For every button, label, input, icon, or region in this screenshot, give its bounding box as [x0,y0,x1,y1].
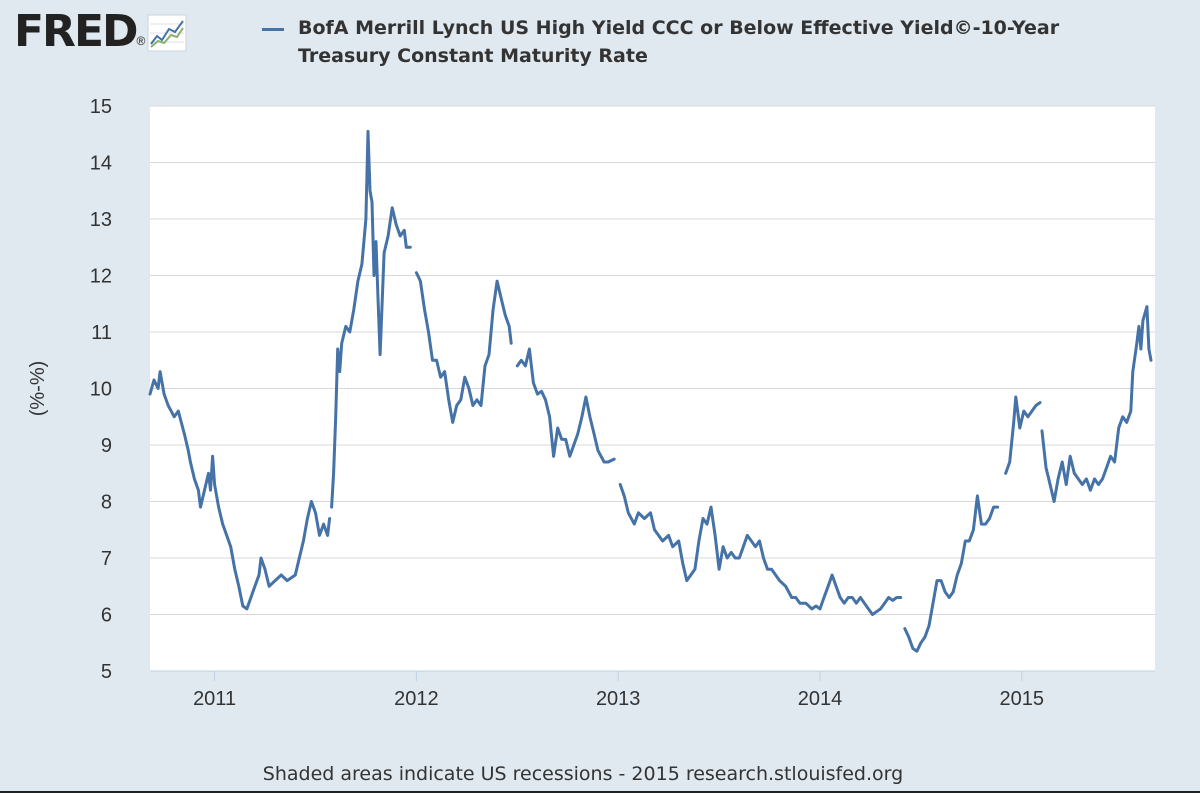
y-tick-label: 11 [91,322,112,344]
series-line [903,494,1000,653]
series-line [515,347,616,464]
y-tick-label: 9 [101,435,112,457]
line-chart: 5 6 7 8 9 10 11 12 13 14 15 2011 2012 2013 2014 2015 (%-… [27,96,1155,710]
y-tick-label: 8 [101,492,112,514]
y-axis-title: (%-%) [27,361,49,417]
legend-swatch [262,28,284,31]
y-tick-label: 7 [101,548,112,570]
fred-logo[interactable]: FRED ® [14,10,187,54]
chart-title: BofA Merrill Lynch US High Yield CCC or … [298,17,1060,67]
x-tick-label: 2012 [394,688,439,710]
logo-wordmark: FRED [14,6,139,57]
line-chart-icon [147,14,187,52]
footer-note: Shaded areas indicate US recessions - 20… [262,763,904,785]
bottom-border [0,791,1200,793]
x-tick-label: 2011 [193,688,236,710]
y-tick-label: 13 [90,209,112,231]
y-tick-label: 12 [90,266,112,288]
x-tick-label: 2014 [798,688,843,710]
y-tick-label: 5 [101,661,112,683]
series-line [1040,305,1153,503]
y-tick-label: 6 [101,605,112,627]
series-line [1004,395,1042,475]
series-line [414,271,513,424]
series-line [148,370,332,611]
registered-mark: ® [136,34,146,48]
x-tick-label: 2015 [1000,688,1045,710]
y-tick-label: 15 [90,96,112,118]
series-line [618,483,903,616]
chart-legend: BofA Merrill Lynch US High Yield CCC or … [262,14,1128,70]
x-tick-label: 2013 [596,688,641,710]
y-tick-label: 14 [90,153,112,175]
series-line [330,129,412,509]
y-tick-label: 10 [90,379,112,401]
